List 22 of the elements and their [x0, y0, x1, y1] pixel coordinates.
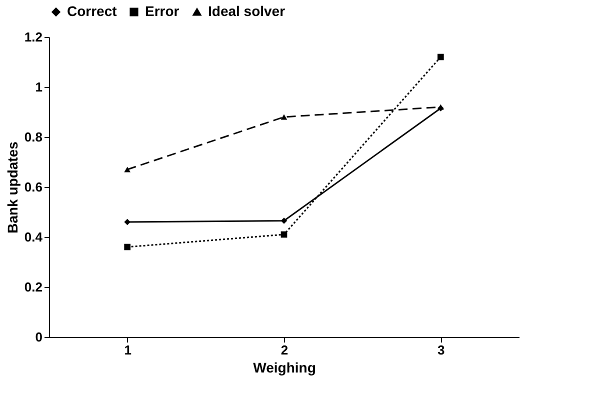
x-tick-label: 3 — [438, 342, 445, 358]
point — [280, 231, 288, 238]
y-tick-label: 0 — [35, 330, 42, 344]
point — [124, 244, 130, 250]
point — [438, 54, 444, 60]
point — [124, 166, 130, 172]
point — [124, 218, 130, 226]
y-tick-label: 0.8 — [24, 130, 42, 144]
legend-label: Correct — [67, 3, 118, 19]
point — [280, 114, 288, 120]
legend-label: Error — [145, 3, 180, 19]
y-tick-label: 0.6 — [24, 180, 42, 194]
point — [280, 218, 288, 224]
legend-label: Ideal solver — [208, 3, 286, 19]
y-axis-title: Bank updates — [4, 141, 20, 234]
x-tick-label: 1 — [124, 342, 132, 358]
x-axis-title: Weighing — [253, 360, 316, 376]
y-tick-label: 1.2 — [24, 30, 42, 44]
y-tick-label: 0.2 — [24, 280, 42, 294]
y-tick-label: 1 — [35, 80, 42, 94]
x-tick-label: 2 — [280, 342, 288, 358]
y-tick-label: 0.4 — [24, 230, 44, 244]
